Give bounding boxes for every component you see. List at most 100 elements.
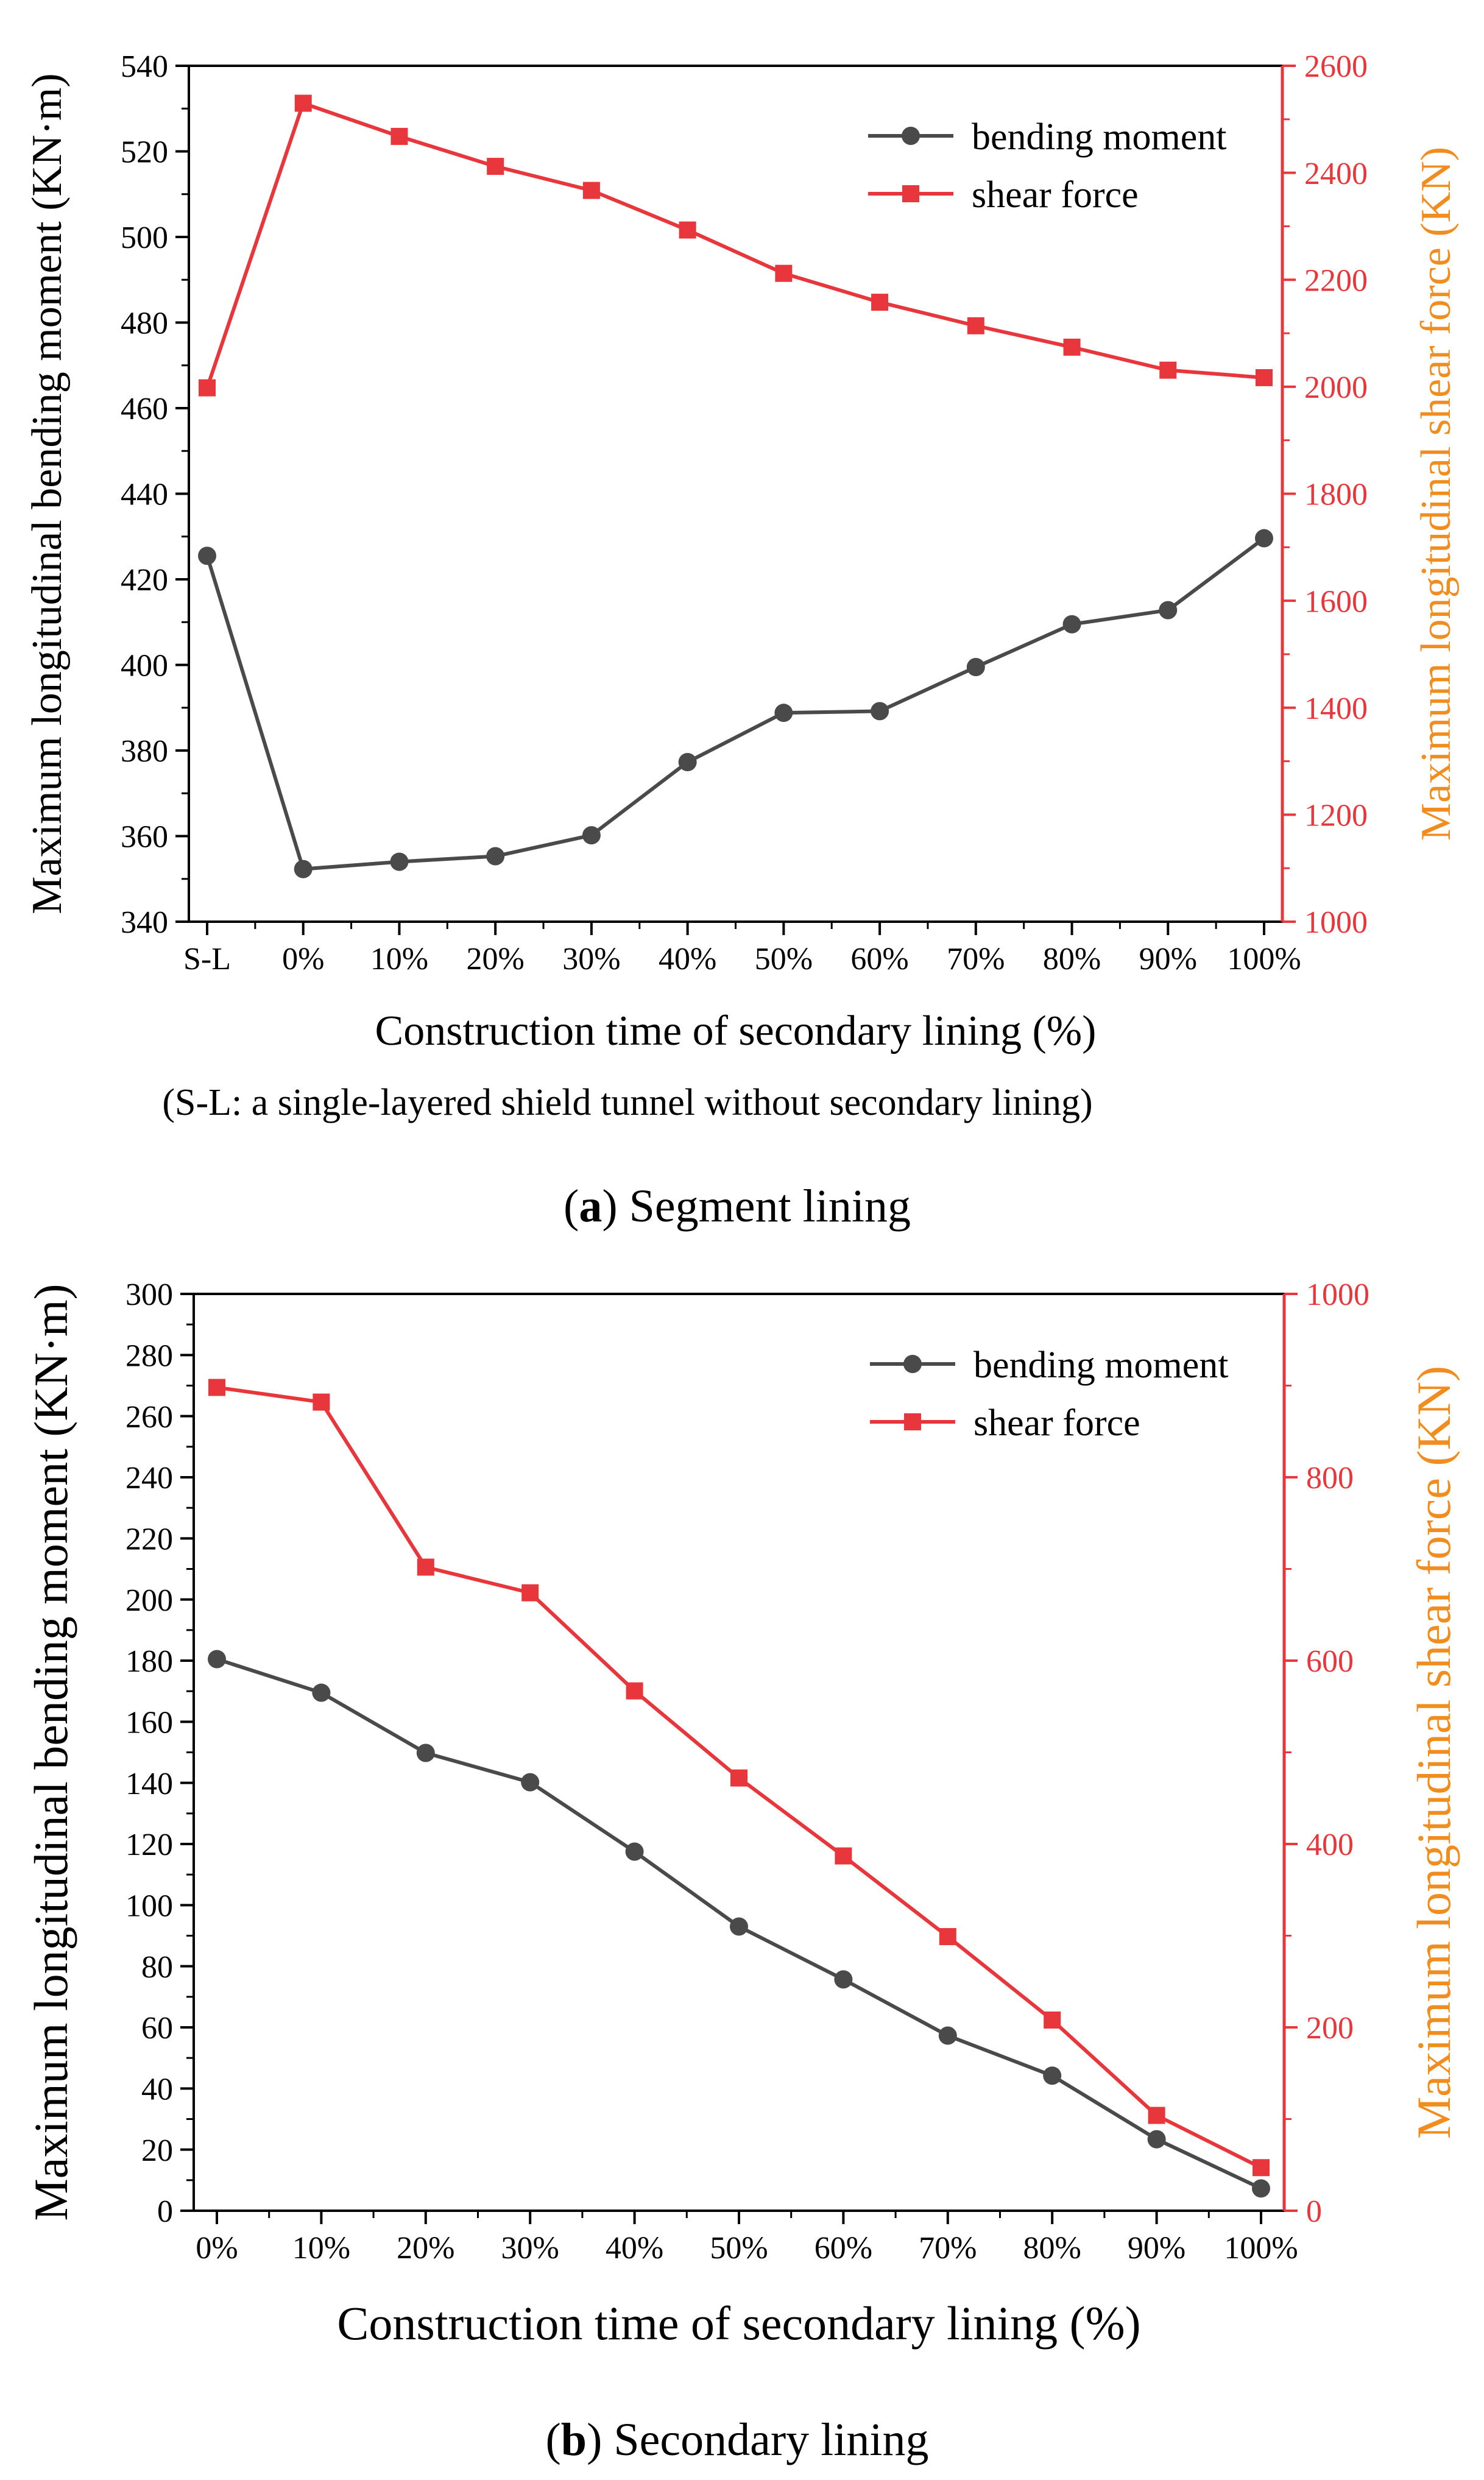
y-tick-label-left: 40 xyxy=(141,2072,173,2107)
y-tick-label-right: 600 xyxy=(1306,1644,1354,1679)
data-point-shear-force xyxy=(1148,2107,1165,2124)
x-tick-label: 30% xyxy=(562,942,620,977)
y-axis-label-left: Maximum longitudinal bending moment (KN·… xyxy=(24,1284,77,2220)
series-line-bending-moment xyxy=(205,537,1265,871)
x-tick-label: 20% xyxy=(397,2231,454,2266)
series-line-shear-force xyxy=(205,101,1265,389)
data-point-bending-moment xyxy=(312,1683,331,1702)
legend-label: shear force xyxy=(973,1402,1140,1444)
x-tick-label: S-L xyxy=(183,942,231,977)
y-tick-label-right: 1400 xyxy=(1304,691,1368,726)
y-tick-label-left: 540 xyxy=(121,49,168,84)
data-point-shear-force xyxy=(775,264,793,282)
data-point-shear-force xyxy=(835,1847,852,1865)
data-point-bending-moment xyxy=(582,826,601,845)
y-tick-label-left: 140 xyxy=(125,1767,173,1801)
data-point-shear-force xyxy=(199,379,216,397)
data-point-shear-force xyxy=(679,221,696,239)
data-point-shear-force xyxy=(871,294,889,311)
y-tick-label-left: 420 xyxy=(121,563,168,598)
data-point-bending-moment xyxy=(486,847,505,866)
legend-marker-circle xyxy=(903,1355,922,1373)
x-tick-label: 80% xyxy=(1043,942,1101,977)
y-tick-label-right: 1800 xyxy=(1304,478,1368,512)
y-axis-label-right: Maximum longitudinal shear force (KN) xyxy=(1407,1366,1460,2139)
y-tick-label-left: 520 xyxy=(121,135,168,170)
y-tick-label-left: 480 xyxy=(121,306,168,341)
legend-marker-circle xyxy=(902,127,920,145)
y-tick-label-right: 2600 xyxy=(1304,49,1368,84)
legend-label: bending moment xyxy=(973,1344,1228,1386)
x-axis-label: Construction time of secondary lining (%… xyxy=(337,2297,1140,2350)
y-tick-label-right: 2400 xyxy=(1304,157,1368,191)
data-point-shear-force xyxy=(1159,361,1177,379)
x-tick-label: 100% xyxy=(1227,942,1301,977)
data-point-shear-force xyxy=(294,94,312,112)
x-tick-label: 90% xyxy=(1139,942,1197,977)
data-point-bending-moment xyxy=(390,852,409,871)
data-point-shear-force xyxy=(487,158,504,175)
x-tick-label: 70% xyxy=(947,942,1005,977)
x-tick-label: 40% xyxy=(659,942,716,977)
x-tick-label: 50% xyxy=(710,2231,768,2266)
y-tick-label-left: 20 xyxy=(141,2133,173,2168)
data-point-bending-moment xyxy=(625,1842,644,1861)
y-tick-label-left: 80 xyxy=(141,1950,173,1985)
data-point-bending-moment xyxy=(1043,2066,1062,2085)
data-point-bending-moment xyxy=(1252,2179,1270,2198)
y-tick-label-left: 0 xyxy=(157,2194,173,2229)
x-tick-label: 50% xyxy=(755,942,813,977)
y-tick-label-right: 400 xyxy=(1306,1828,1354,1862)
data-point-shear-force xyxy=(417,1558,434,1576)
legend-label: bending moment xyxy=(972,116,1226,158)
y-tick-label-left: 460 xyxy=(121,392,168,426)
x-tick-label: 60% xyxy=(850,942,908,977)
caption-text: Segment lining xyxy=(629,1181,911,1232)
y-tick-label-left: 120 xyxy=(125,1828,173,1862)
data-point-shear-force xyxy=(208,1379,225,1396)
x-tick-label: 60% xyxy=(814,2231,872,2266)
data-point-bending-moment xyxy=(416,1743,435,1762)
y-tick-label-left: 500 xyxy=(121,221,168,255)
y-tick-label-right: 1200 xyxy=(1304,799,1368,833)
x-tick-label: 30% xyxy=(501,2231,559,2266)
x-tick-label: 0% xyxy=(282,942,324,977)
y-tick-label-left: 100 xyxy=(125,1889,173,1924)
legend-marker-square xyxy=(904,1413,921,1430)
y-tick-label-left: 380 xyxy=(121,734,168,769)
data-point-shear-force xyxy=(582,182,600,199)
x-tick-label: 90% xyxy=(1128,2231,1185,2266)
y-tick-label-right: 200 xyxy=(1306,2011,1354,2046)
x-tick-label: 40% xyxy=(606,2231,663,2266)
x-tick-label: 10% xyxy=(292,2231,350,2266)
data-point-bending-moment xyxy=(834,1970,853,1989)
figure-note: (S-L: a single-layered shield tunnel wit… xyxy=(162,1082,1092,1123)
y-tick-label-right: 1000 xyxy=(1304,905,1368,940)
y-tick-label-left: 220 xyxy=(125,1522,173,1557)
x-tick-label: 10% xyxy=(370,942,428,977)
caption-paren-close: ) xyxy=(587,2414,613,2465)
data-point-bending-moment xyxy=(730,1917,748,1936)
caption-paren-open: ( xyxy=(545,2414,560,2465)
data-point-bending-moment xyxy=(938,2026,957,2045)
data-point-bending-moment xyxy=(871,702,889,721)
legend-label: shear force xyxy=(972,174,1139,216)
caption-paren-close: ) xyxy=(602,1181,629,1232)
data-point-shear-force xyxy=(1063,338,1081,356)
y-tick-label-right: 2000 xyxy=(1304,370,1368,405)
data-point-shear-force xyxy=(626,1682,643,1700)
chart-panel-b: 0 20 40 60 80 100 120 140 160 180 200 220 240 260 280 3… xyxy=(24,1277,1460,2465)
y-tick-label-left: 160 xyxy=(125,1706,173,1740)
y-tick-label-left: 400 xyxy=(121,649,168,684)
data-point-shear-force xyxy=(390,127,408,145)
y-tick-label-left: 60 xyxy=(141,2011,173,2046)
caption-panel-label: a xyxy=(579,1181,602,1232)
chart-panel-a: 340 360 380 400 420 440 460 480 500 520 540 1000 120… xyxy=(24,49,1460,1232)
data-point-bending-moment xyxy=(208,1650,226,1669)
data-point-bending-moment xyxy=(678,752,697,771)
data-point-bending-moment xyxy=(521,1773,540,1792)
data-point-bending-moment xyxy=(294,860,313,878)
y-tick-label-left: 180 xyxy=(125,1644,173,1679)
caption-paren-open: ( xyxy=(564,1181,579,1232)
